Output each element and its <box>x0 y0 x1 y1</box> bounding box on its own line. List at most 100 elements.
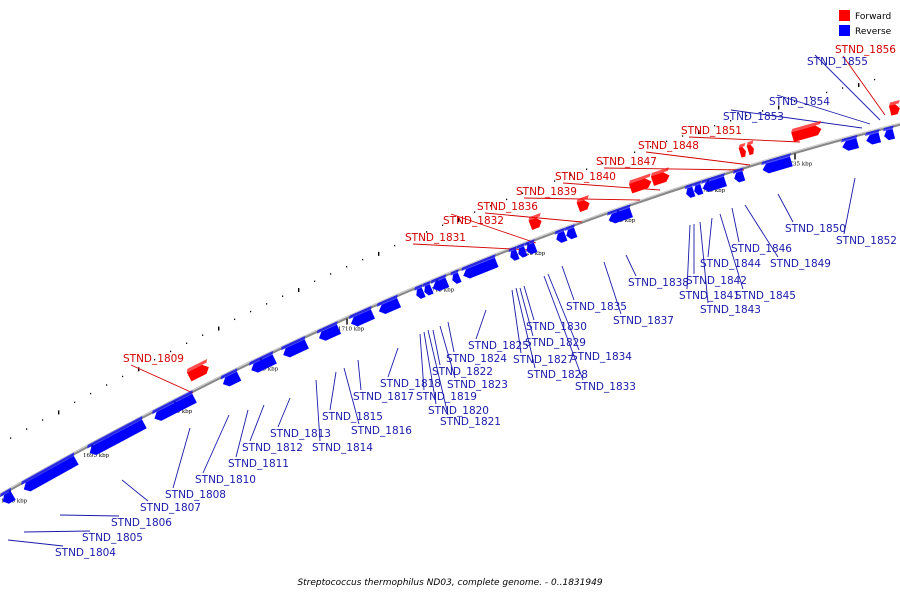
gene-feature <box>249 350 277 373</box>
gene-label: STND_1832 <box>443 215 504 227</box>
gene-label: STND_1816 <box>351 425 412 437</box>
guide-dot <box>58 410 60 415</box>
gene-feature <box>650 167 670 186</box>
guide-dot <box>170 350 172 353</box>
label-leader <box>843 177 856 235</box>
gene-arrow-forward <box>528 217 542 230</box>
gene-feature <box>628 173 652 194</box>
guide-dot <box>138 367 140 372</box>
gene-arrow-reverse <box>251 354 277 373</box>
scale-tick-label: 1695 kbp <box>83 453 110 459</box>
gene-label: STND_1827 <box>513 354 574 366</box>
gene-feature <box>738 142 746 158</box>
label-leader <box>515 287 536 369</box>
gene-feature-top <box>554 227 565 235</box>
gene-arrow-reverse <box>222 371 242 387</box>
label-leader <box>387 347 399 378</box>
label-leader <box>707 217 713 258</box>
gene-label: STND_1810 <box>195 474 256 486</box>
gene-feature-top <box>738 142 746 149</box>
scale-ticks: 1690 kbp 1695 kbp 1700 kbp 1705 kbp 1710 kbp… <box>1 153 813 504</box>
gene-feature <box>761 153 793 174</box>
gene-feature-top <box>576 195 589 203</box>
gene-feature <box>0 487 16 504</box>
gene-label: STND_1820 <box>428 405 489 417</box>
label-leader <box>432 329 441 366</box>
guide-dot <box>410 238 412 240</box>
gene-label: STND_1818 <box>380 378 441 390</box>
label-leader <box>439 325 456 379</box>
gene-label: STND_1842 <box>686 275 747 287</box>
scale-tick-label: 1735 kbp <box>786 161 813 167</box>
label-leader <box>343 367 360 425</box>
gene-label: STND_1831 <box>405 232 466 244</box>
gene-feature <box>607 204 633 224</box>
guide-dot <box>346 266 348 268</box>
gene-feature <box>576 195 590 213</box>
guide-dot <box>234 318 236 321</box>
guide-dot <box>586 168 588 170</box>
gene-label: STND_1845 <box>735 290 796 302</box>
guide-dot <box>330 273 332 275</box>
guide-dot <box>618 157 620 162</box>
gene-arrow-reverse <box>734 170 746 183</box>
gene-label: STND_1809 <box>123 353 184 365</box>
gene-feature-top <box>281 335 306 351</box>
label-leader <box>7 539 64 547</box>
gene-label: STND_1854 <box>769 96 830 108</box>
gene-arrow-reverse <box>556 231 568 243</box>
label-leader <box>686 224 691 290</box>
gene-feature-top <box>864 129 880 137</box>
gene-label: STND_1851 <box>681 125 742 137</box>
guide-dot <box>122 375 124 378</box>
gene-label: STND_1830 <box>526 321 587 333</box>
label-leader <box>543 275 584 381</box>
gene-feature-top <box>840 134 858 143</box>
label-leader <box>419 333 425 391</box>
legend-reverse-label: Reverse <box>855 27 892 37</box>
label-leader <box>603 261 622 315</box>
gene-arrow-reverse <box>702 176 727 192</box>
gene-feature <box>746 140 754 156</box>
label-leader <box>519 287 534 337</box>
gene-label: STND_1855 <box>807 56 868 68</box>
gene-arrow-reverse <box>762 156 793 174</box>
gene-feature <box>430 274 450 292</box>
gene-feature-top <box>692 180 702 187</box>
gene-feature <box>888 100 900 116</box>
gene-feature-top <box>450 269 459 276</box>
label-leader <box>130 364 194 394</box>
gene-feature <box>840 134 860 151</box>
gene-arrow-reverse <box>23 455 79 492</box>
gene-feature-top <box>528 212 541 221</box>
label-leader <box>249 404 265 442</box>
gene-label: STND_1839 <box>516 186 577 198</box>
gene-feature-top <box>746 140 754 146</box>
guide-dot <box>826 91 828 94</box>
guide-dot <box>458 217 460 222</box>
gene-label: STND_1806 <box>111 517 172 529</box>
gene-feature <box>864 129 882 145</box>
gene-feature-top <box>564 224 575 232</box>
gene-feature <box>701 173 727 192</box>
gene-label: STND_1833 <box>575 381 636 393</box>
guide-dot <box>730 119 732 122</box>
label-leader <box>688 136 801 143</box>
gene-feature <box>422 280 434 296</box>
gene-arrow-forward <box>888 104 900 116</box>
gene-feature-top <box>220 368 238 380</box>
guide-dot <box>714 124 716 127</box>
gene-feature-top <box>761 153 792 166</box>
gene-feature-top <box>316 321 338 334</box>
gene-feature <box>461 254 499 279</box>
gene-feature <box>692 180 704 196</box>
gene-label: STND_1840 <box>555 171 616 183</box>
guide-dot <box>778 105 780 110</box>
label-leader <box>731 207 740 243</box>
label-leader <box>776 94 871 125</box>
gene-arrow-reverse <box>694 184 704 196</box>
guide-dot <box>650 146 652 148</box>
guide-dot <box>10 437 12 439</box>
label-leader <box>777 193 794 223</box>
label-leader <box>730 109 863 129</box>
